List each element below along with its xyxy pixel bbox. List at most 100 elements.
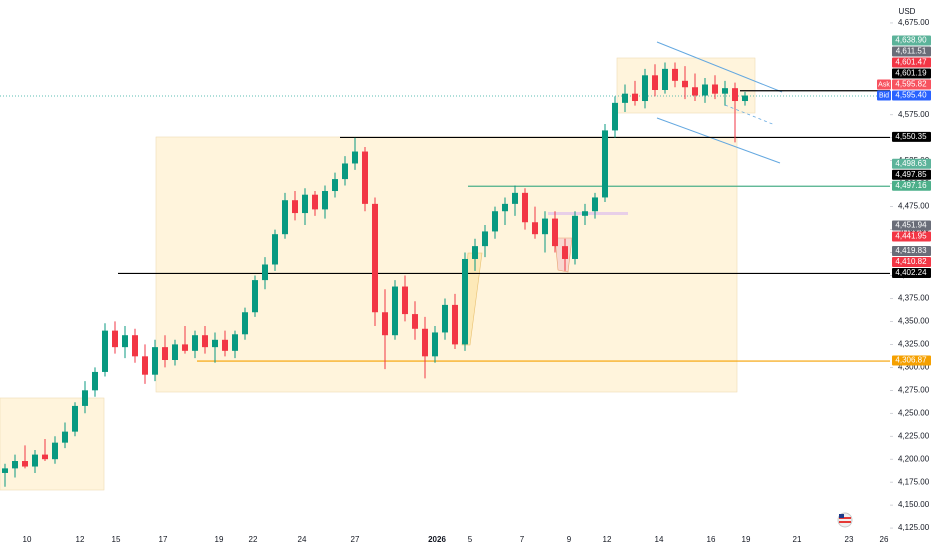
candle-body — [742, 95, 748, 102]
candle-body — [592, 197, 598, 212]
y-tick-label: 4,475.00 — [898, 202, 930, 211]
x-tick-label: 19 — [742, 535, 751, 544]
y-tick-label: 4,375.00 — [898, 294, 930, 303]
x-tick-label: 14 — [655, 535, 664, 544]
candle-body — [722, 88, 728, 94]
candle-body — [352, 151, 358, 164]
candle-body — [472, 246, 478, 259]
price-tag — [892, 355, 931, 366]
candle-body — [162, 347, 168, 360]
candle-body — [222, 339, 228, 351]
price-tag — [892, 169, 931, 180]
y-tick-label: 4,325.00 — [898, 339, 930, 348]
candle-body — [512, 192, 518, 204]
x-tick-label: 5 — [468, 535, 473, 544]
price-tag — [892, 68, 931, 79]
candle-body — [442, 304, 448, 333]
candle-body — [612, 102, 618, 131]
candle-body — [382, 312, 388, 336]
x-tick-label: 7 — [520, 535, 525, 544]
candle-body — [172, 344, 178, 360]
price-tag-side — [877, 79, 891, 90]
candle-body — [362, 151, 368, 204]
x-tick-label: 23 — [845, 535, 854, 544]
candle-body — [182, 344, 188, 351]
price-tag-label: 4,601.19 — [895, 69, 927, 78]
candle-body — [272, 234, 278, 265]
channel-line — [656, 117, 781, 164]
candle-body — [602, 130, 608, 198]
x-tick-label: 21 — [793, 535, 802, 544]
price-tag — [892, 90, 931, 101]
candle-body — [572, 215, 578, 259]
x-tick-label: 2026 — [428, 535, 446, 544]
candle-body — [42, 454, 48, 460]
price-tag — [892, 131, 931, 142]
candle-body — [402, 286, 408, 315]
candle-body — [562, 246, 568, 259]
price-tag — [892, 46, 931, 57]
price-tag — [892, 231, 931, 242]
channel-line — [656, 41, 783, 93]
candle-body — [582, 211, 588, 216]
zone-box — [155, 136, 738, 393]
flag-stripe — [839, 521, 851, 523]
candle-body — [462, 258, 468, 345]
candle-body — [82, 390, 88, 406]
x-tick-label: 22 — [249, 535, 258, 544]
candle-body — [652, 75, 658, 90]
y-tick-label: 4,150.00 — [898, 500, 930, 509]
price-tag-label: 4,441.95 — [895, 232, 927, 241]
candle-body — [522, 192, 528, 223]
price-tag-side-label: Bid — [879, 92, 889, 99]
price-tag-label: 4,595.82 — [895, 80, 927, 89]
candle-body — [392, 286, 398, 336]
candle-body — [312, 194, 318, 210]
x-tick-label: 19 — [215, 535, 224, 544]
candle-body — [152, 347, 158, 375]
price-tag — [892, 220, 931, 231]
price-tag-side-label: Ask — [878, 81, 890, 88]
candle-body — [62, 431, 68, 443]
candle-body — [702, 84, 708, 96]
candle-body — [132, 335, 138, 357]
x-tick-label: 10 — [23, 535, 32, 544]
candle-body — [492, 211, 498, 232]
y-tick-label: 4,675.00 — [898, 18, 930, 27]
candle-body — [632, 93, 638, 102]
price-tag-label: 4,402.24 — [895, 268, 927, 277]
candle-body — [252, 280, 258, 313]
price-tag — [892, 180, 931, 191]
currency: USD — [899, 7, 916, 16]
candle-body — [732, 88, 738, 102]
y-tick-label: 4,175.00 — [898, 477, 930, 486]
price-tag-label: 4,638.90 — [895, 36, 927, 45]
price-tag-label: 4,498.63 — [895, 159, 927, 168]
price-tag — [892, 256, 931, 267]
candle-body — [192, 335, 198, 351]
candle-body — [412, 314, 418, 329]
candle-body — [72, 405, 78, 432]
y-tick-label: 4,200.00 — [898, 454, 930, 463]
y-tick-label: 4,575.00 — [898, 110, 930, 119]
y-tick-label: 4,300.00 — [898, 362, 930, 371]
price-tag-label: 4,306.87 — [895, 356, 927, 365]
price-tag-label: 4,497.85 — [895, 170, 927, 179]
price-tag-label: 4,595.40 — [895, 91, 927, 100]
candle-body — [502, 203, 508, 212]
price-tag — [892, 245, 931, 256]
candle-body — [662, 68, 668, 90]
candle-body — [622, 93, 628, 103]
x-tick-label: 12 — [603, 535, 612, 544]
candles — [2, 62, 748, 487]
y-tick-label: 4,275.00 — [898, 385, 930, 394]
drawings — [0, 41, 890, 491]
candle-body — [32, 454, 38, 467]
price-tag — [892, 35, 931, 46]
channel-midline — [724, 104, 776, 126]
candle-body — [422, 328, 428, 357]
price-tag-label: 4,410.82 — [895, 257, 927, 266]
y-tick-label: 4,125.00 — [898, 523, 930, 532]
candle-body — [282, 200, 288, 235]
price-tag-label: 4,419.83 — [895, 246, 927, 255]
